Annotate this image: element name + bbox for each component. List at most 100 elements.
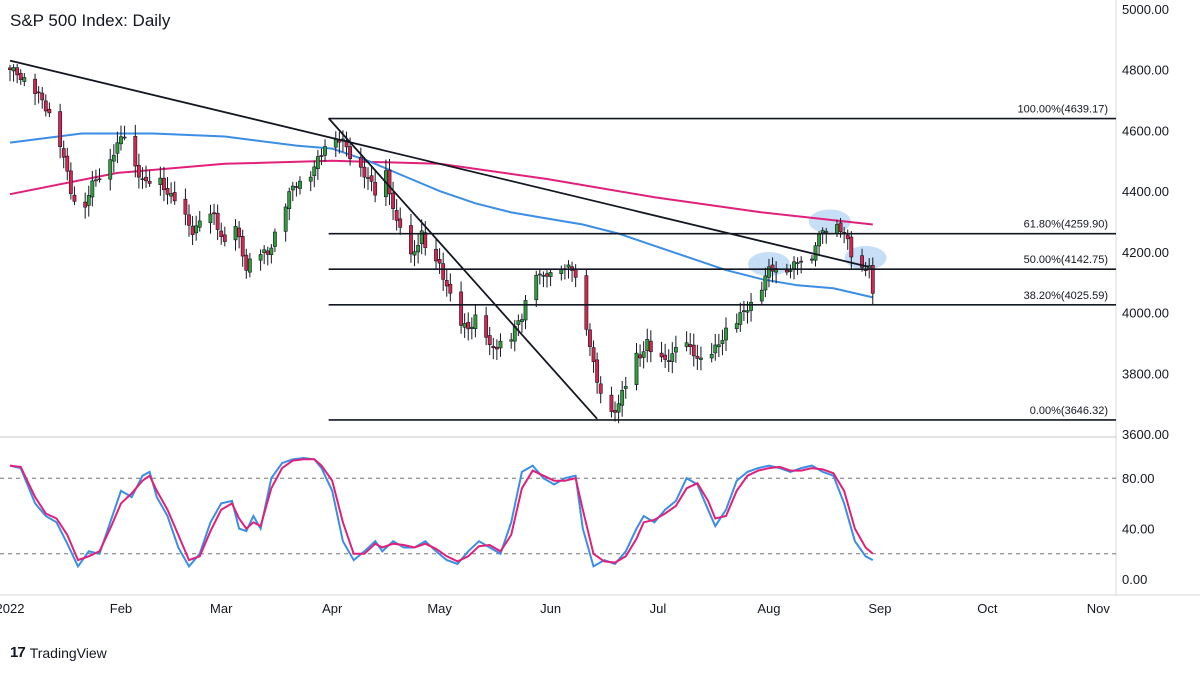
candle-body-162 [817,233,821,247]
candle-body-9 [47,108,52,114]
candle-body-102 [516,320,521,325]
candle-body-49 [247,258,252,273]
candle-body-63 [319,155,324,157]
candle-body-168 [845,234,850,240]
candle-body-47 [240,236,245,257]
candle-body-80 [409,225,413,255]
candle-body-93 [469,326,474,329]
price-tick-label-2: 4000.00 [1122,306,1169,321]
candle-body-142 [716,344,721,348]
fib-label-2: 50.00%(4142.75) [1024,254,1108,266]
candle-body-120 [609,394,614,412]
candle-body-50 [258,254,263,261]
stochastic-tick-label-0: 0.00 [1122,572,1147,587]
candle-body-79 [398,218,403,228]
candle-body-43 [219,230,224,237]
candle-body-7 [40,92,45,101]
candle-body-170 [860,255,864,268]
candle-body-69 [348,146,353,160]
candle-body-152 [767,266,771,278]
candle-body-60 [308,176,313,182]
candle-body-104 [523,300,528,321]
candle-body-144 [724,327,728,341]
candle-body-19 [97,178,102,181]
candle-body-92 [466,322,471,330]
candle-body-114 [573,269,578,278]
candle-body-107 [541,274,546,277]
candle-body-131 [663,354,668,360]
candle-body-4 [22,77,27,82]
candle-body-159 [799,260,804,263]
candle-body-90 [459,291,463,326]
candle-body-34 [172,192,177,202]
candle-body-21 [111,154,116,162]
stochastic-axis: 0.00 40.00 80.00 [1122,471,1155,587]
tradingview-logo-icon: 17 [10,644,26,661]
candle-body-136 [688,344,693,347]
candle-body-58 [294,186,299,188]
candle-body-127 [641,351,646,358]
candle-body-24 [122,136,127,139]
candle-body-87 [441,263,446,280]
candle-body-14 [72,194,77,202]
price-tick-label-4: 4400.00 [1122,184,1169,199]
candle-body-83 [419,230,424,245]
fibonacci-group: 100.00%(4639.17) 61.80%(4259.90) 50.00%(41… [328,104,1116,421]
candle-body-143 [720,340,725,345]
candle-body-44 [222,234,227,242]
candle-body-96 [487,335,492,346]
time-tick-label-5: Jun [540,601,561,616]
chart-title: S&P 500 Index: Daily [10,11,171,30]
candle-body-105 [534,274,539,301]
candle-body-100 [509,339,514,342]
candle-body-30 [158,177,163,185]
candle-body-164 [824,231,829,233]
candle-body-106 [537,273,542,276]
candle-body-51 [262,249,267,253]
candle-body-134 [673,346,678,353]
time-tick-label-8: Sep [868,601,891,616]
candle-body-115 [584,275,589,330]
time-tick-label-6: Jul [650,601,667,616]
candle-body-125 [634,352,639,386]
candle-body-28 [144,176,148,182]
candle-body-11 [61,148,66,158]
candle-body-124 [623,386,628,389]
candle-body-108 [545,273,549,277]
stochastic-tick-label-1: 40.00 [1122,522,1155,537]
tradingview-brand[interactable]: 17 TradingView [10,644,107,661]
candle-body-147 [741,310,746,312]
time-tick-label-2: Mar [210,601,233,616]
candle-body-118 [595,359,600,383]
candle-body-153 [770,264,775,272]
fib-label-1: 61.80%(4259.90) [1024,219,1108,231]
candle-body-40 [208,213,213,224]
candle-body-163 [820,230,825,234]
candle-body-36 [187,214,191,226]
candle-body-55 [283,206,288,232]
candle-body-91 [462,323,467,328]
candle-body-78 [394,210,399,221]
candle-body-1 [11,67,16,72]
candle-body-77 [391,192,395,209]
candle-body-81 [412,251,417,256]
candle-body-18 [94,179,98,182]
candle-body-74 [373,181,378,196]
candle-body-29 [147,180,152,184]
candle-body-139 [699,357,703,360]
candle-body-155 [784,269,789,273]
candle-body-42 [215,212,220,230]
time-tick-label-9: Oct [977,601,998,616]
candle-body-156 [788,270,793,272]
candle-body-61 [312,166,317,177]
candle-body-62 [315,156,320,170]
candle-body-117 [591,347,596,362]
trendline-0 [9,59,870,268]
candle-body-25 [133,136,138,167]
candle-body-64 [323,146,327,156]
candle-body-89 [448,283,453,294]
candle-body-53 [269,247,274,255]
candle-body-15 [83,201,88,208]
candle-body-23 [119,136,123,145]
candle-body-133 [670,353,675,362]
